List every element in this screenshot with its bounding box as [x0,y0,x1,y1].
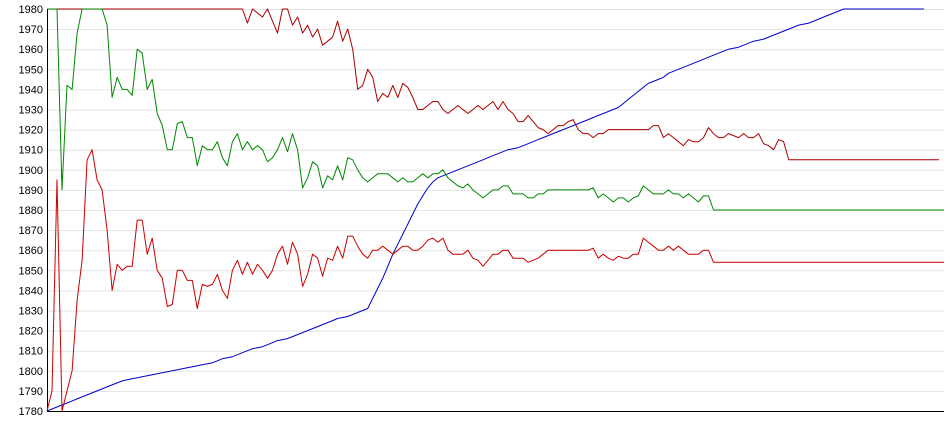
y-tick-label: 1780 [19,406,43,418]
y-tick-label: 1850 [19,265,43,277]
y-tick-label: 1840 [19,285,43,297]
y-axis-ticks: 1780 1790 1800 1810 1820 1830 1840 1850 1860 1870… [19,4,43,418]
y-tick-label: 1970 [19,24,43,36]
y-tick-label: 1870 [19,225,43,237]
y-tick-label: 1900 [19,165,43,177]
y-tick-label: 1920 [19,125,43,137]
series-line-3 [47,8,944,211]
y-tick-label: 1830 [19,306,43,318]
y-tick-label: 1980 [19,4,43,16]
series-line-4 [46,149,944,412]
y-tick-label: 1790 [19,386,43,398]
y-tick-label: 1910 [19,145,43,157]
grid-lines [47,9,944,412]
y-tick-label: 1950 [19,64,43,76]
y-tick-label: 1960 [19,44,43,56]
y-tick-label: 1800 [19,366,43,378]
y-tick-label: 1820 [19,326,43,338]
y-tick-label: 1930 [19,105,43,117]
y-tick-label: 1860 [19,245,43,257]
series-line-2 [47,8,939,161]
series-line-1 [46,8,924,412]
y-tick-label: 1940 [19,84,43,96]
y-tick-label: 1880 [19,205,43,217]
y-tick-label: 1890 [19,185,43,197]
y-tick-label: 1810 [19,346,43,358]
series-group [46,8,944,412]
